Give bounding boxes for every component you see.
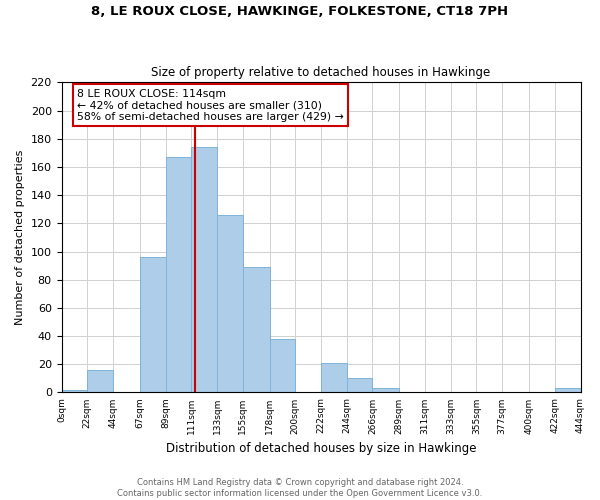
Text: Contains HM Land Registry data © Crown copyright and database right 2024.
Contai: Contains HM Land Registry data © Crown c… bbox=[118, 478, 482, 498]
Text: 8 LE ROUX CLOSE: 114sqm
← 42% of detached houses are smaller (310)
58% of semi-d: 8 LE ROUX CLOSE: 114sqm ← 42% of detache… bbox=[77, 88, 344, 122]
Bar bbox=[555, 388, 581, 392]
Bar bbox=[347, 378, 373, 392]
X-axis label: Distribution of detached houses by size in Hawkinge: Distribution of detached houses by size … bbox=[166, 442, 476, 455]
Bar bbox=[62, 390, 87, 392]
Bar bbox=[217, 215, 243, 392]
Bar bbox=[191, 148, 217, 392]
Bar bbox=[269, 339, 295, 392]
Title: Size of property relative to detached houses in Hawkinge: Size of property relative to detached ho… bbox=[151, 66, 491, 78]
Bar bbox=[243, 267, 269, 392]
Bar bbox=[373, 388, 400, 392]
Bar bbox=[87, 370, 113, 392]
Y-axis label: Number of detached properties: Number of detached properties bbox=[15, 150, 25, 325]
Bar bbox=[140, 257, 166, 392]
Text: 8, LE ROUX CLOSE, HAWKINGE, FOLKESTONE, CT18 7PH: 8, LE ROUX CLOSE, HAWKINGE, FOLKESTONE, … bbox=[91, 5, 509, 18]
Bar bbox=[321, 363, 347, 392]
Bar bbox=[166, 157, 191, 392]
